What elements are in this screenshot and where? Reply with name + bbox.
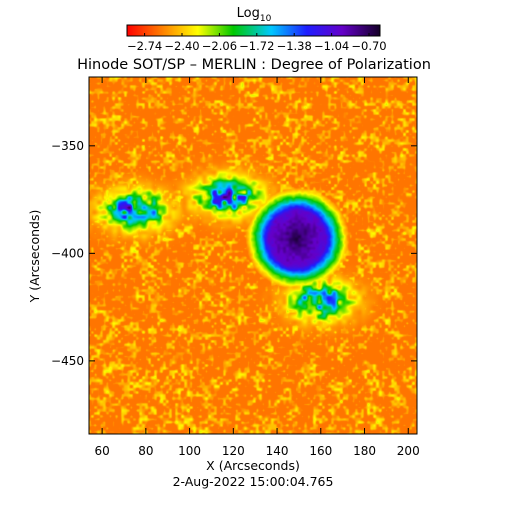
chart-title: Hinode SOT/SP – MERLIN : Degree of Polar… <box>77 57 431 73</box>
x-tick-label: 120 <box>222 444 245 458</box>
colorbar-tick-label: −1.72 <box>239 39 274 53</box>
observation-timestamp: 2-Aug-2022 15:00:04.765 <box>173 474 334 489</box>
y-tick-label: −350 <box>51 139 84 153</box>
y-axis-ticks <box>89 145 417 362</box>
x-axis-label: X (Arcseconds) <box>206 458 300 473</box>
x-tick-label: 140 <box>266 444 289 458</box>
y-tick-label: −450 <box>51 354 84 368</box>
heatmap-image <box>89 77 417 434</box>
colorbar-label: Log10 <box>237 6 272 24</box>
x-tick-label: 100 <box>178 444 201 458</box>
x-tick-label: 80 <box>138 444 153 458</box>
colorbar-tick-label: −1.04 <box>314 39 349 53</box>
plot-frame <box>88 76 418 435</box>
x-axis-ticks <box>101 77 409 434</box>
colorbar-tick-labels: −2.74 −2.40 −2.06 −1.72 −1.38 −1.04 −0.70 <box>127 39 387 53</box>
y-axis-tick-labels: −350 −400 −450 <box>51 139 84 368</box>
y-axis-label: Y (Arcseconds) <box>27 210 42 304</box>
x-tick-label: 60 <box>94 444 109 458</box>
heatmap-raster <box>89 77 417 434</box>
y-tick-label: −400 <box>51 246 84 260</box>
colorbar-tick-label: −0.70 <box>351 39 386 53</box>
x-tick-label: 160 <box>309 444 332 458</box>
x-tick-label: 180 <box>353 444 376 458</box>
x-tick-label: 200 <box>397 444 420 458</box>
colorbar-tick-label: −1.38 <box>277 39 312 53</box>
x-axis-tick-labels: 60 80 100 120 140 160 180 200 <box>94 444 419 458</box>
colorbar-ticks <box>144 33 370 36</box>
colorbar <box>126 24 381 37</box>
colorbar-tick-label: −2.06 <box>202 39 237 53</box>
colorbar-tick-label: −2.40 <box>164 39 199 53</box>
colorbar-tick-label: −2.74 <box>127 39 162 53</box>
